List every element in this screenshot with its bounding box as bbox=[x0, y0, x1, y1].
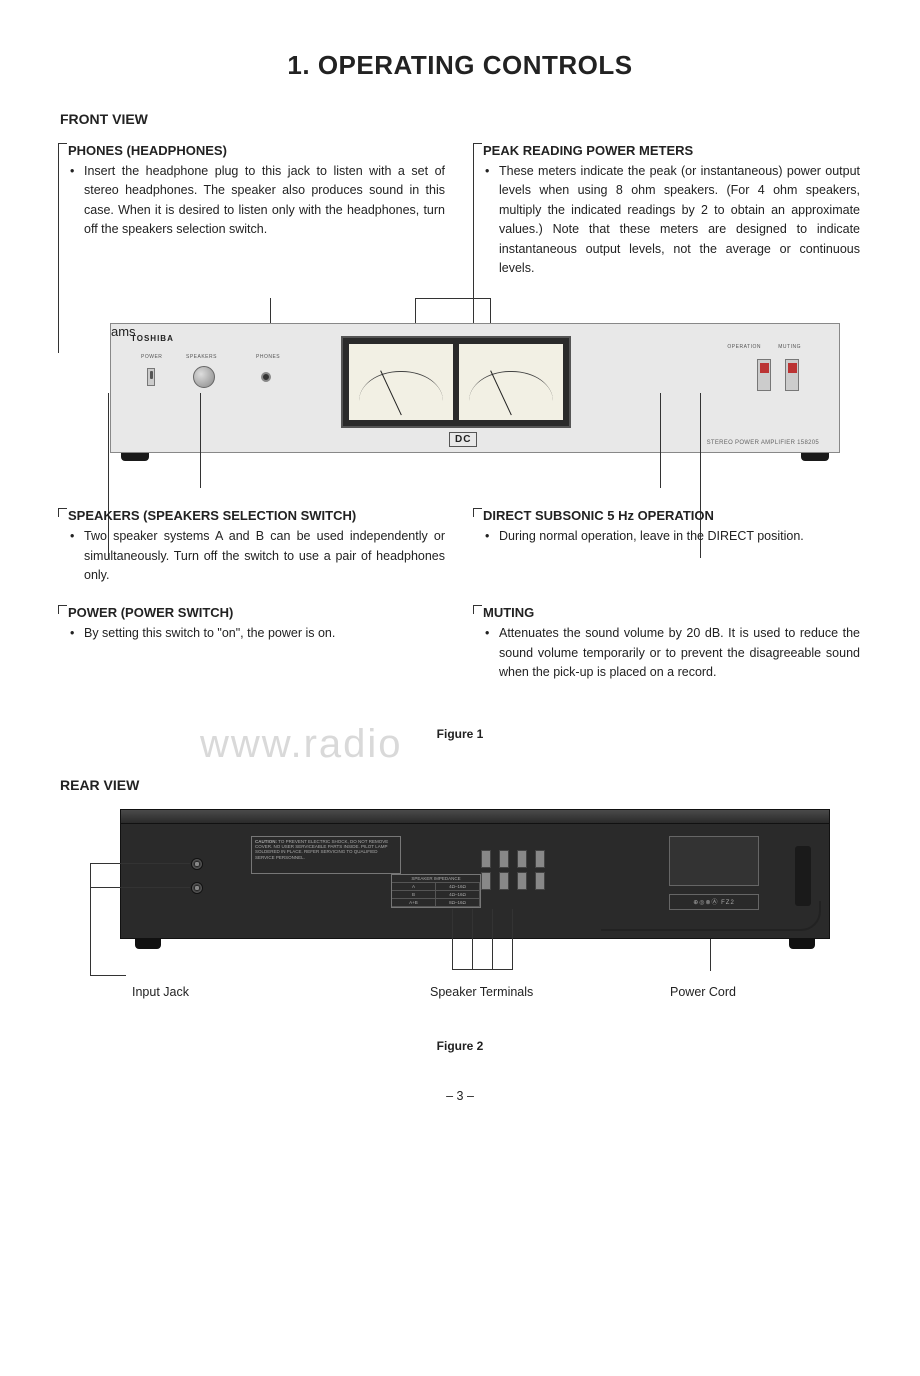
leader-cord-v bbox=[710, 939, 711, 971]
figure-1-caption: Figure 1 bbox=[60, 727, 860, 741]
leader-phones bbox=[58, 143, 59, 353]
speakers-text: Two speaker systems A and B can be used … bbox=[60, 527, 445, 585]
amp-foot-right bbox=[801, 453, 829, 461]
page-title: 1. OPERATING CONTROLS bbox=[60, 50, 860, 81]
phones-title: PHONES (HEADPHONES) bbox=[60, 143, 445, 158]
power-block: POWER (POWER SWITCH) By setting this swi… bbox=[60, 605, 445, 643]
leader-input-v bbox=[90, 863, 91, 975]
imp-cell: B bbox=[392, 891, 436, 899]
muting-switch bbox=[785, 359, 799, 391]
amplifier-front-panel: TOSHIBA POWER SPEAKERS PHONES OPERATION … bbox=[110, 323, 840, 453]
power-label: POWER bbox=[141, 354, 162, 360]
leader-direct-out bbox=[660, 393, 661, 488]
front-view-heading: FRONT VIEW bbox=[60, 111, 860, 127]
imp-cell: 4Ω–16Ω bbox=[436, 891, 480, 899]
leader-input-end bbox=[90, 975, 126, 976]
phones-block: PHONES (HEADPHONES) Insert the headphone… bbox=[60, 143, 445, 240]
rear-foot-left bbox=[135, 939, 161, 949]
leader-speakers-out bbox=[200, 393, 201, 488]
speakers-label: SPEAKERS bbox=[186, 354, 217, 360]
speakers-block: SPEAKERS (SPEAKERS SELECTION SWITCH) Two… bbox=[60, 508, 445, 585]
caution-header: CAUTION: bbox=[255, 839, 277, 844]
page-number: – 3 – bbox=[60, 1089, 860, 1103]
rear-view-heading: REAR VIEW bbox=[60, 777, 860, 793]
muting-text: Attenuates the sound volume by 20 dB. It… bbox=[475, 624, 860, 682]
rear-amp-diagram: CAUTION: TO PREVENT ELECTRIC SHOCK, DO N… bbox=[60, 809, 860, 979]
model-text: STEREO POWER AMPLIFIER 158205 bbox=[707, 440, 819, 446]
phones-label: PHONES bbox=[256, 354, 280, 360]
front-bottom-row1: SPEAKERS (SPEAKERS SELECTION SWITCH) Two… bbox=[60, 508, 860, 605]
right-meter bbox=[459, 344, 563, 420]
power-cord-wire bbox=[601, 901, 821, 931]
front-bottom-row2: POWER (POWER SWITCH) By setting this swi… bbox=[60, 605, 860, 702]
imp-cell: A bbox=[392, 883, 436, 891]
speaker-terminals bbox=[481, 850, 545, 890]
imp-cell: 4Ω–16Ω bbox=[436, 883, 480, 891]
headphone-jack bbox=[261, 372, 271, 382]
impedance-header: SPEAKER IMPEDANCE bbox=[392, 875, 480, 883]
direct-text: During normal operation, leave in the DI… bbox=[475, 527, 860, 546]
leader-term-v4 bbox=[512, 909, 513, 969]
leader-term-h bbox=[452, 969, 513, 970]
dc-badge: DC bbox=[449, 432, 477, 447]
direct-title: DIRECT SUBSONIC 5 Hz OPERATION bbox=[475, 508, 860, 523]
operation-label: OPERATION bbox=[727, 344, 761, 350]
muting-title: MUTING bbox=[475, 605, 860, 620]
phones-text: Insert the headphone plug to this jack t… bbox=[60, 162, 445, 240]
brand-label: TOSHIBA bbox=[131, 334, 174, 343]
power-cord-entry bbox=[795, 846, 811, 906]
speakers-knob bbox=[193, 366, 215, 388]
leader-term-v1 bbox=[452, 909, 453, 969]
leader-input-h bbox=[90, 863, 190, 864]
power-title: POWER (POWER SWITCH) bbox=[60, 605, 445, 620]
vu-meters bbox=[341, 336, 571, 428]
caution-plate: CAUTION: TO PREVENT ELECTRIC SHOCK, DO N… bbox=[251, 836, 401, 874]
rear-foot-right bbox=[789, 939, 815, 949]
power-cord-label: Power Cord bbox=[670, 985, 736, 999]
imp-cell: A+B bbox=[392, 899, 436, 907]
leader-term-v3 bbox=[492, 909, 493, 969]
leader-term-v2 bbox=[472, 909, 473, 969]
speaker-terminals-label: Speaker Terminals bbox=[430, 985, 533, 999]
rca-left bbox=[191, 858, 203, 870]
left-meter bbox=[349, 344, 453, 420]
rca-right bbox=[191, 882, 203, 894]
figure-2-caption: Figure 2 bbox=[60, 1039, 860, 1053]
impedance-table: SPEAKER IMPEDANCE A4Ω–16Ω B4Ω–16Ω A+B8Ω–… bbox=[391, 874, 481, 908]
leader-input-h2 bbox=[90, 887, 190, 888]
power-switch bbox=[147, 368, 155, 386]
direct-block: DIRECT SUBSONIC 5 Hz OPERATION During no… bbox=[475, 508, 860, 546]
peak-meters-block: PEAK READING POWER METERS These meters i… bbox=[475, 143, 860, 278]
info-plate bbox=[669, 836, 759, 886]
input-jacks bbox=[191, 858, 203, 894]
front-top-columns: PHONES (HEADPHONES) Insert the headphone… bbox=[60, 143, 860, 298]
imp-cell: 8Ω–16Ω bbox=[436, 899, 480, 907]
input-jack-label: Input Jack bbox=[132, 985, 189, 999]
peak-meters-text: These meters indicate the peak (or insta… bbox=[475, 162, 860, 278]
operation-switch bbox=[757, 359, 771, 391]
amplifier-rear-panel: CAUTION: TO PREVENT ELECTRIC SHOCK, DO N… bbox=[120, 809, 830, 939]
muting-label: MUTING bbox=[778, 344, 801, 350]
right-switches bbox=[757, 359, 799, 391]
peak-meters-title: PEAK READING POWER METERS bbox=[475, 143, 860, 158]
muting-block: MUTING Attenuates the sound volume by 20… bbox=[475, 605, 860, 682]
power-text: By setting this switch to "on", the powe… bbox=[60, 624, 445, 643]
leader-meters-in-h bbox=[415, 298, 491, 299]
front-amp-diagram: TOSHIBA POWER SPEAKERS PHONES OPERATION … bbox=[60, 298, 860, 478]
speakers-title: SPEAKERS (SPEAKERS SELECTION SWITCH) bbox=[60, 508, 445, 523]
amp-foot-left bbox=[121, 453, 149, 461]
